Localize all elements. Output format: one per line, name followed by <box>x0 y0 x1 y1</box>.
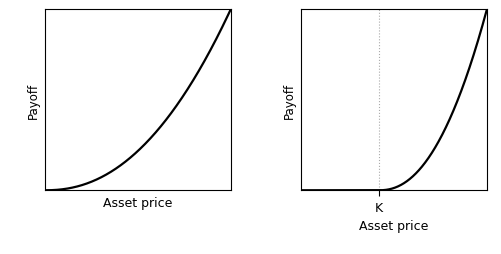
Y-axis label: Payoff: Payoff <box>27 82 40 118</box>
Y-axis label: Payoff: Payoff <box>282 82 295 118</box>
X-axis label: Asset price: Asset price <box>103 196 172 209</box>
X-axis label: Asset price: Asset price <box>359 219 428 232</box>
